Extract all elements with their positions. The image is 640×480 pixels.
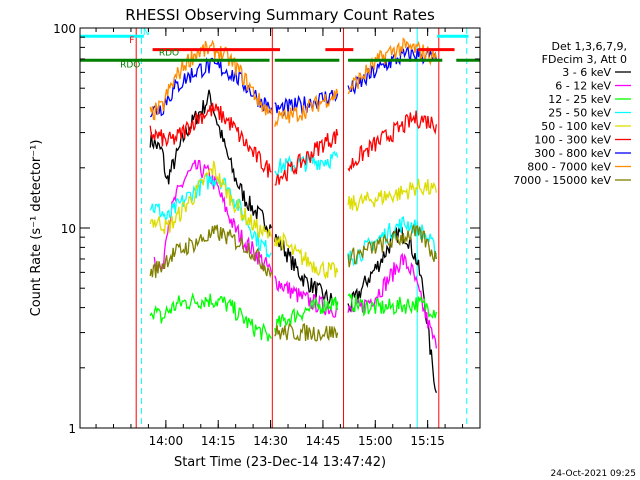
series-100-300keV: [149, 102, 438, 186]
series-segment: [347, 224, 438, 268]
legend-entry-label: 12 - 25 keV: [548, 93, 611, 106]
legend-entry-label: 800 - 7000 keV: [527, 161, 611, 174]
y-tick-label: 1: [68, 422, 76, 436]
series-segment: [149, 160, 272, 239]
series-segment: [149, 102, 272, 178]
series-segment: [149, 89, 272, 237]
y-tick-label: 100: [53, 22, 76, 36]
legend-header: FDecim 3, Att 0: [542, 53, 627, 66]
series-segment: [347, 110, 438, 172]
series-12-25keV: [149, 292, 438, 342]
legend: Det 1,3,6,7,9,FDecim 3, Att 03 - 6 keV6 …: [513, 40, 631, 187]
series-segment: [347, 293, 438, 319]
flag-label: N: [143, 28, 150, 38]
series-segment: [347, 37, 438, 95]
legend-entry-label: 25 - 50 keV: [548, 107, 611, 120]
series-segment: [274, 296, 339, 336]
chart-title: RHESSI Observing Summary Count Rates: [125, 6, 435, 24]
series-segment: [149, 224, 272, 279]
y-tick-label: 10: [61, 222, 76, 236]
flag-label: F: [129, 36, 134, 46]
series-segment: [347, 178, 438, 212]
legend-entry-label: 100 - 300 keV: [534, 134, 611, 147]
series-segment: [274, 233, 339, 309]
legend-entry-label: 300 - 800 keV: [534, 147, 611, 160]
series-segment: [274, 275, 339, 318]
legend-entry-label: 50 - 100 keV: [541, 120, 611, 133]
series-segment: [274, 231, 339, 280]
series-800-7000keV: [149, 37, 438, 127]
x-tick-label: 15:00: [358, 434, 393, 448]
legend-entry-label: 6 - 12 keV: [555, 80, 611, 93]
x-tick-label: 14:00: [149, 434, 184, 448]
series-segment: [347, 252, 438, 349]
legend-entry-label: 7000 - 15000 keV: [513, 174, 611, 187]
flag-label: RDO: [120, 60, 140, 70]
series-segment: [274, 322, 339, 342]
series-segment: [153, 159, 272, 273]
axis-ticks: 14:00 14:15 14:30 14:45 15:00 15:15 1 10 100: [53, 22, 480, 448]
series-segment: [149, 173, 272, 259]
series-segment: [149, 39, 272, 121]
series-segment: [274, 88, 339, 127]
series-segment: [149, 292, 272, 342]
x-tick-label: 14:15: [201, 434, 236, 448]
series-7000-15000keV: [149, 224, 438, 342]
flag-label: RDO: [159, 48, 179, 58]
x-tick-label: 14:30: [253, 434, 288, 448]
plot-inner: NF RDO RDO: [80, 28, 480, 428]
plot-area: NF RDO RDO: [80, 28, 480, 428]
y-axis-label: Count Rate (s⁻¹ detector⁻¹): [29, 140, 44, 317]
timestamp-footer: 24-Oct-2021 09:25: [551, 469, 636, 479]
legend-header: Det 1,3,6,7,9,: [551, 40, 627, 53]
x-tick-label: 15:15: [410, 434, 445, 448]
x-axis-label: Start Time (23-Dec-14 13:47:42): [174, 455, 386, 470]
x-tick-label: 14:45: [306, 434, 341, 448]
legend-entry-label: 3 - 6 keV: [562, 66, 611, 79]
series-segment: [274, 128, 339, 186]
series-50-100keV: [149, 160, 438, 280]
